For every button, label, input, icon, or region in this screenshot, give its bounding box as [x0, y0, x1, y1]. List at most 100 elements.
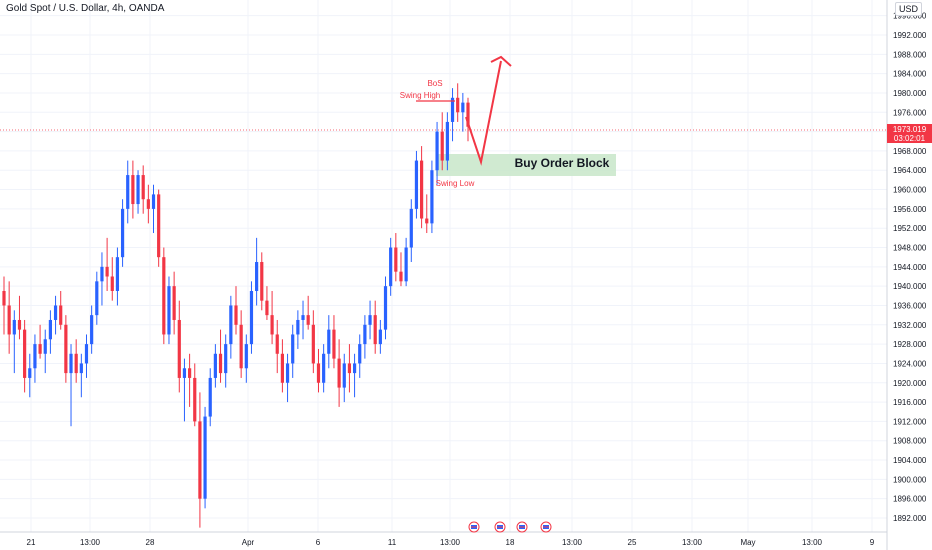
candle: [373, 300, 377, 354]
candle-body: [440, 131, 444, 161]
y-tick-label: 1948.000: [893, 244, 927, 253]
candle-body: [466, 102, 470, 127]
candle: [2, 276, 6, 335]
candle: [322, 344, 326, 393]
candle: [203, 406, 207, 509]
y-tick-label: 1960.000: [893, 186, 927, 195]
candle-body: [394, 247, 398, 272]
candle: [239, 310, 243, 378]
candle: [17, 295, 22, 340]
candle: [249, 281, 254, 354]
candle-body: [399, 271, 403, 282]
y-tick-label: 1924.000: [893, 359, 927, 368]
candle-body: [249, 290, 254, 345]
candle: [456, 83, 460, 122]
candle-body: [69, 353, 73, 374]
swing-low-label: Swing Low: [436, 179, 475, 188]
candle-body: [151, 194, 156, 209]
candle-body: [311, 324, 315, 364]
event-flag-icon[interactable]: [494, 521, 506, 533]
candle-body: [218, 353, 223, 374]
candle: [136, 170, 140, 214]
order-block-label: Buy Order Block: [515, 156, 610, 170]
candle-body: [296, 319, 300, 335]
y-tick-label: 1964.000: [893, 166, 927, 175]
x-tick-label: 13:00: [802, 538, 823, 547]
candle: [368, 300, 372, 340]
candle: [450, 88, 455, 142]
candle-body: [347, 363, 352, 374]
candle-body: [239, 324, 243, 369]
projection-arrow-path: [465, 60, 502, 166]
candle-body: [167, 286, 171, 335]
price-axis[interactable]: 1892.000 1896.000 1900.000 1904.000 1908.000…: [893, 12, 927, 523]
candle-body: [172, 286, 176, 320]
candle-body: [234, 305, 238, 325]
candle-body: [28, 368, 32, 378]
chart-title: Gold Spot / U.S. Dollar, 4h, OANDA: [6, 3, 165, 14]
candle: [352, 353, 357, 398]
candle-body: [378, 329, 382, 345]
x-tick-label: 25: [628, 538, 637, 547]
candle: [414, 150, 419, 219]
candle: [327, 315, 331, 369]
candle: [409, 199, 413, 263]
candle-body: [280, 353, 284, 383]
candle-body: [368, 315, 372, 325]
event-flag-icon[interactable]: [516, 521, 528, 533]
candle: [105, 237, 109, 291]
candle: [229, 295, 233, 359]
candle-body: [198, 421, 202, 499]
candle: [74, 339, 78, 383]
candle-body: [115, 257, 120, 291]
candle-body: [420, 160, 424, 219]
candle: [12, 310, 16, 374]
y-tick-label: 1992.000: [893, 31, 927, 40]
candle: [131, 160, 135, 219]
candle: [115, 247, 120, 306]
candle-body: [430, 170, 434, 224]
y-tick-label: 1984.000: [893, 70, 927, 79]
candle: [193, 363, 197, 427]
event-markers[interactable]: [468, 521, 552, 533]
y-tick-label: 1944.000: [893, 263, 927, 272]
candle-body: [203, 416, 207, 499]
candle-body: [265, 300, 269, 316]
candle: [420, 146, 424, 229]
candle-body: [435, 131, 439, 171]
candle: [218, 329, 223, 383]
candle-body: [105, 266, 109, 277]
candle-body: [291, 334, 295, 364]
candle: [383, 276, 388, 340]
candle: [100, 252, 104, 306]
grid: [0, 0, 887, 532]
candle-body: [141, 175, 145, 200]
candle-body: [358, 344, 362, 364]
candle-body: [322, 353, 326, 383]
candle: [260, 252, 264, 311]
candle-body: [146, 199, 150, 209]
y-tick-label: 1940.000: [893, 282, 927, 291]
candle: [342, 353, 346, 403]
candle: [53, 295, 58, 335]
candle-body: [90, 315, 94, 345]
candle-body: [425, 218, 429, 224]
last-price-tag: 1973.019 03:02:01: [887, 124, 932, 143]
candle-body: [456, 97, 460, 113]
x-tick-label: 28: [146, 538, 155, 547]
candle-body: [244, 344, 248, 369]
candle-body: [337, 358, 341, 388]
y-tick-label: 1996.000: [893, 12, 927, 21]
candle-body: [409, 208, 413, 248]
candle-body: [327, 329, 331, 354]
event-flag-icon[interactable]: [540, 521, 552, 533]
candle: [399, 252, 403, 287]
candle: [296, 310, 300, 349]
event-flag-icon[interactable]: [468, 521, 480, 533]
candle-body: [38, 344, 42, 354]
candle-body: [445, 121, 449, 161]
currency-button[interactable]: USD: [894, 2, 922, 16]
candle-body: [74, 353, 78, 374]
time-axis[interactable]: 21 13:00 28 Apr 6 11 13:00 18 13:00 25 13:00 May 13:…: [27, 538, 875, 547]
